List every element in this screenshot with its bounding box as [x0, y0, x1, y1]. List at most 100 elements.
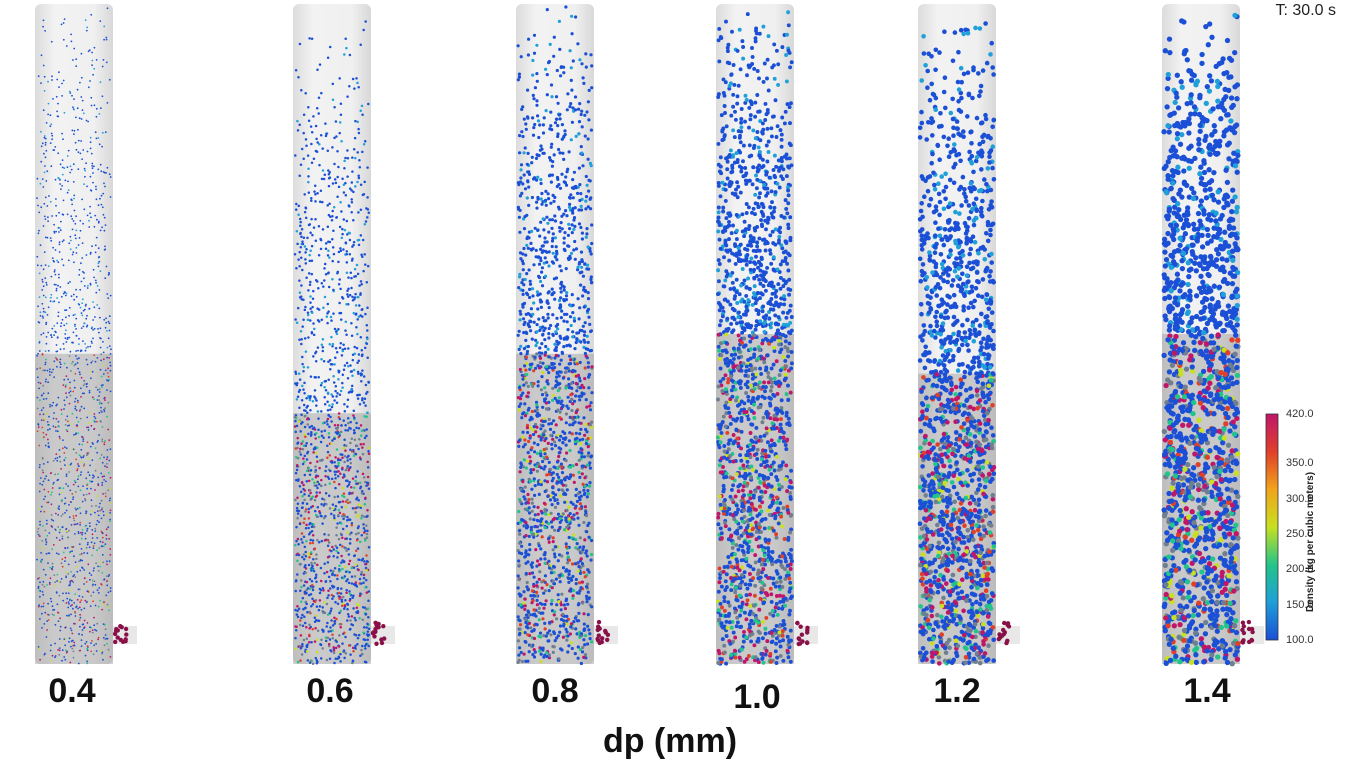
particle — [526, 451, 530, 455]
particle — [308, 623, 311, 627]
particle — [338, 131, 341, 135]
particle — [536, 307, 540, 311]
particle — [354, 156, 357, 160]
particle — [536, 195, 540, 200]
particle — [97, 592, 100, 594]
particle — [332, 646, 335, 649]
particle — [532, 535, 536, 539]
particle — [72, 515, 75, 517]
particle — [37, 646, 40, 648]
particle — [58, 455, 61, 458]
particle — [562, 528, 567, 532]
particle — [314, 573, 318, 577]
particle — [95, 188, 97, 191]
particle — [580, 125, 584, 129]
particle — [348, 252, 352, 256]
particle — [545, 93, 549, 97]
particle — [86, 185, 88, 188]
particle — [566, 602, 570, 606]
particle — [49, 200, 52, 203]
particle — [55, 214, 58, 217]
particle — [64, 309, 66, 312]
particle — [551, 232, 555, 236]
particle — [64, 637, 67, 640]
particle — [586, 642, 590, 646]
particle — [543, 338, 547, 342]
particle — [560, 227, 564, 231]
particle — [588, 322, 592, 326]
particle — [36, 177, 39, 180]
particle — [585, 554, 589, 558]
particle — [82, 270, 84, 273]
particle — [575, 499, 580, 504]
particle — [339, 626, 342, 629]
particle — [63, 362, 66, 365]
particle — [90, 152, 93, 155]
particle — [557, 488, 561, 492]
particle — [312, 558, 315, 561]
particle — [354, 292, 357, 296]
particle — [557, 451, 561, 455]
particle — [524, 368, 528, 372]
particle — [54, 655, 57, 657]
particle — [578, 589, 582, 593]
particle — [42, 568, 45, 571]
particle — [577, 120, 582, 124]
particle — [42, 419, 45, 422]
particle — [326, 456, 329, 459]
particle — [535, 518, 539, 522]
particle — [362, 527, 366, 530]
particle — [312, 115, 315, 118]
particle — [557, 374, 561, 378]
particle — [343, 604, 347, 607]
particle — [565, 108, 569, 112]
particle — [590, 640, 594, 644]
particle — [556, 101, 560, 105]
particle — [307, 467, 310, 470]
particle — [584, 199, 588, 203]
particle — [523, 597, 527, 601]
particle — [524, 521, 528, 525]
particle — [541, 405, 545, 409]
particle — [574, 340, 578, 345]
particle — [83, 569, 86, 571]
particle — [539, 652, 543, 656]
particle — [357, 503, 360, 506]
particle — [83, 379, 86, 382]
particle — [39, 595, 41, 598]
particle — [85, 358, 88, 361]
particle — [45, 321, 48, 324]
particle — [584, 354, 588, 358]
particle — [358, 540, 362, 544]
particle — [549, 520, 554, 524]
particle — [330, 477, 334, 481]
particle — [579, 557, 583, 561]
particle — [72, 639, 74, 642]
particle — [539, 557, 543, 561]
particle — [72, 607, 74, 610]
particle — [359, 43, 362, 46]
particle — [553, 528, 557, 532]
particle — [788, 121, 792, 126]
particle — [553, 356, 557, 360]
particle — [362, 523, 365, 526]
particle — [362, 28, 365, 32]
particle — [329, 579, 332, 583]
particle — [347, 562, 351, 566]
particle — [72, 360, 74, 363]
particle — [101, 440, 104, 443]
particle — [93, 104, 96, 107]
particle — [528, 363, 533, 367]
particle — [80, 405, 83, 408]
dense-bed-region — [35, 353, 113, 664]
particle — [79, 521, 82, 524]
particle — [564, 267, 568, 271]
particle — [538, 148, 543, 152]
particle — [327, 494, 331, 498]
particle — [527, 203, 531, 207]
particle — [366, 196, 369, 199]
particle — [585, 263, 590, 267]
particle — [307, 640, 311, 644]
particle — [307, 507, 311, 511]
particle — [338, 393, 342, 396]
